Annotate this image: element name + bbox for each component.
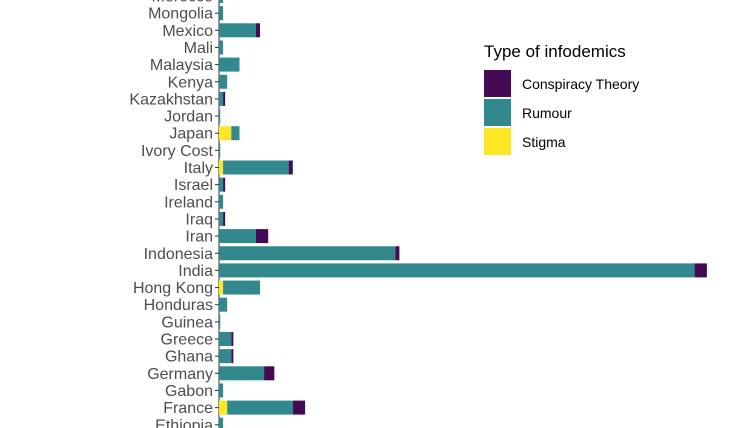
bar-kazakhstan-rumour	[219, 91, 224, 106]
y-tick-label-mongolia: Mongolia	[148, 6, 213, 23]
bar-indonesia-rumour	[219, 246, 396, 261]
legend-key-stigma	[484, 128, 511, 155]
y-tick-label-indonesia: Indonesia	[144, 246, 213, 263]
y-tick-label-india: India	[178, 263, 213, 280]
y-tick-label-iran: Iran	[185, 229, 213, 246]
bar-ethiopia-rumour	[219, 417, 224, 428]
bar-italy-rumour	[223, 160, 289, 175]
bar-france-rumour	[227, 400, 293, 415]
bar-iran-conspiracy-theory	[255, 229, 269, 244]
bar-gabon-rumour	[219, 383, 224, 398]
y-tick-label-ireland: Ireland	[164, 194, 213, 211]
bar-france-stigma	[219, 400, 228, 415]
bar-mali-rumour	[219, 40, 224, 55]
bar-hong-kong-stigma	[219, 280, 224, 295]
bar-kenya-rumour	[219, 74, 228, 89]
y-tick-label-honduras: Honduras	[144, 297, 213, 314]
bar-iran-rumour	[219, 229, 256, 244]
y-tick-label-mali: Mali	[184, 40, 213, 57]
bar-iraq-rumour	[219, 211, 224, 226]
bar-india-rumour	[219, 263, 695, 278]
bar-germany-rumour	[219, 366, 265, 381]
legend-key-rumour	[484, 99, 511, 126]
bar-jordan-rumour	[219, 109, 221, 124]
y-tick-label-hong-kong: Hong Kong	[133, 280, 213, 297]
bar-france-conspiracy-theory	[292, 400, 306, 415]
bar-mexico-conspiracy-theory	[255, 23, 260, 38]
bar-india-conspiracy-theory	[694, 263, 707, 278]
y-tick-label-malaysia: Malaysia	[150, 57, 213, 74]
bar-ivory-cost-rumour	[219, 143, 221, 158]
bar-guinea-rumour	[219, 314, 221, 329]
y-tick-label-italy: Italy	[184, 160, 213, 177]
legend-label-stigma: Stigma	[522, 134, 566, 150]
bar-greece-rumour	[219, 332, 232, 346]
bar-japan-rumour	[231, 126, 240, 141]
y-tick-label-guinea: Guinea	[161, 314, 213, 331]
y-tick-label-gabon: Gabon	[165, 383, 213, 400]
bar-mongolia-rumour	[219, 6, 224, 21]
bar-israel-rumour	[219, 177, 224, 192]
bar-hong-kong-rumour	[223, 280, 260, 295]
legend-title: Type of infodemics	[484, 42, 626, 61]
bar-ghana-rumour	[219, 349, 232, 364]
bar-morocco-rumour	[219, 0, 224, 3]
legend-label-conspiracy-theory: Conspiracy Theory	[522, 76, 639, 92]
y-tick-label-france: France	[163, 400, 213, 417]
bar-ghana-conspiracy-theory	[231, 349, 234, 364]
y-tick-label-ethiopia: Ethiopia	[155, 417, 213, 428]
bar-italy-stigma	[219, 160, 224, 175]
y-tick-label-morocco: Morocco	[152, 0, 213, 6]
y-tick-label-germany: Germany	[147, 366, 213, 383]
bar-malaysia-rumour	[219, 57, 240, 72]
y-tick-label-jordan: Jordan	[164, 109, 213, 126]
bar-japan-stigma	[219, 126, 232, 141]
y-tick-label-ghana: Ghana	[165, 349, 213, 366]
y-tick-label-iraq: Iraq	[185, 211, 213, 228]
legend-label-rumour: Rumour	[522, 105, 572, 121]
y-tick-label-kazakhstan: Kazakhstan	[129, 91, 213, 108]
bar-indonesia-conspiracy-theory	[395, 246, 400, 261]
legend-key-conspiracy-theory	[484, 70, 511, 97]
bar-ireland-rumour	[219, 194, 224, 209]
y-tick-label-ivory-cost: Ivory Cost	[141, 143, 214, 160]
y-tick-label-mexico: Mexico	[162, 23, 213, 40]
bar-italy-conspiracy-theory	[288, 160, 293, 175]
y-tick-label-japan: Japan	[169, 126, 213, 143]
y-tick-label-israel: Israel	[174, 177, 213, 194]
bar-mexico-rumour	[219, 23, 256, 38]
bar-honduras-rumour	[219, 297, 228, 312]
bar-greece-conspiracy-theory	[231, 332, 234, 346]
bar-israel-conspiracy-theory	[223, 177, 226, 192]
y-tick-label-greece: Greece	[161, 332, 214, 349]
bar-germany-conspiracy-theory	[264, 366, 275, 381]
bar-iraq-conspiracy-theory	[223, 211, 226, 226]
y-tick-label-kenya: Kenya	[168, 74, 213, 91]
bar-kazakhstan-conspiracy-theory	[223, 91, 226, 106]
